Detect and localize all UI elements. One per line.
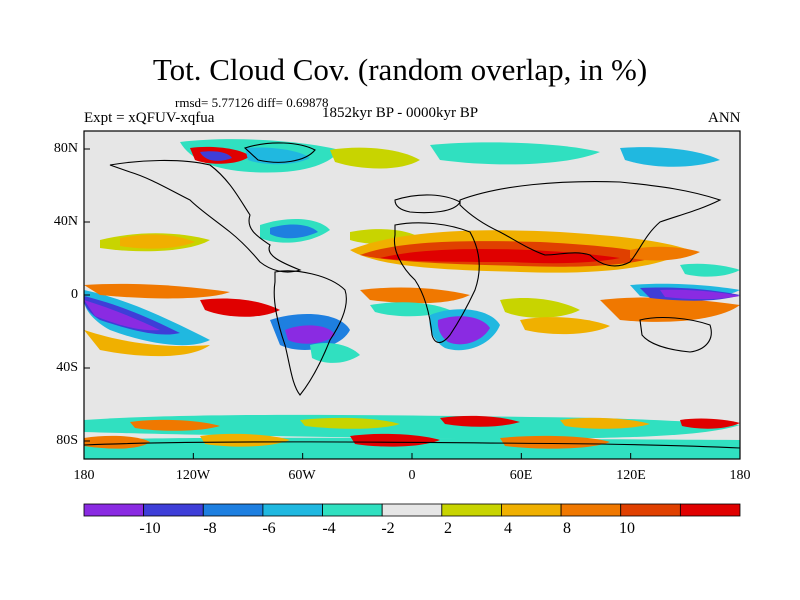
lat-label: 80S (56, 433, 78, 448)
lon-label: 120W (175, 468, 211, 483)
lon-label: 180 (73, 468, 95, 483)
colorbar-swatch (83, 503, 145, 517)
colorbar-label: -6 (262, 520, 276, 537)
lon-label: 0 (408, 468, 416, 483)
lat-label: 40S (56, 360, 78, 375)
anomaly-field (84, 139, 740, 459)
colorbar-label: -4 (322, 520, 336, 537)
stats-label: rmsd= 5.77126 diff= 0.69878 (175, 95, 329, 110)
lon-label: 60W (288, 468, 316, 483)
lat-label: 40N (53, 214, 78, 229)
experiment-label: Expt = xQFUV-xqfua (84, 110, 215, 126)
map-title: Tot. Cloud Cov. (random overlap, in %) (152, 52, 648, 87)
colorbar-label: -2 (381, 520, 395, 537)
lat-label: 80N (53, 141, 78, 156)
colorbar-swatch (381, 503, 443, 517)
colorbar-swatch (620, 503, 681, 517)
lon-label: 60E (509, 468, 533, 483)
colorbar-swatch (262, 503, 323, 517)
lat-label: 0 (71, 287, 78, 302)
axis-ticks (83, 148, 741, 459)
colorbar-swatch (143, 503, 204, 517)
colorbar-label: -10 (139, 520, 161, 537)
colorbar-swatch (322, 503, 383, 517)
season-label: ANN (708, 110, 741, 126)
colorbar-swatch (501, 503, 562, 517)
lon-label: 120E (616, 468, 646, 483)
colorbar-swatch (441, 503, 502, 517)
coastlines (84, 142, 740, 449)
colorbar-swatch (560, 503, 622, 517)
period-label: 1852kyr BP - 0000kyr BP (322, 105, 479, 121)
colorbar-label: -8 (203, 520, 217, 537)
colorbar-label: 4 (504, 520, 512, 537)
colorbar (83, 503, 741, 517)
colorbar-label: 8 (563, 520, 571, 537)
colorbar-swatch (202, 503, 264, 517)
lon-label: 180 (729, 468, 751, 483)
colorbar-swatch (679, 503, 741, 517)
colorbar-label: 2 (444, 520, 452, 537)
colorbar-label: 10 (619, 520, 635, 537)
